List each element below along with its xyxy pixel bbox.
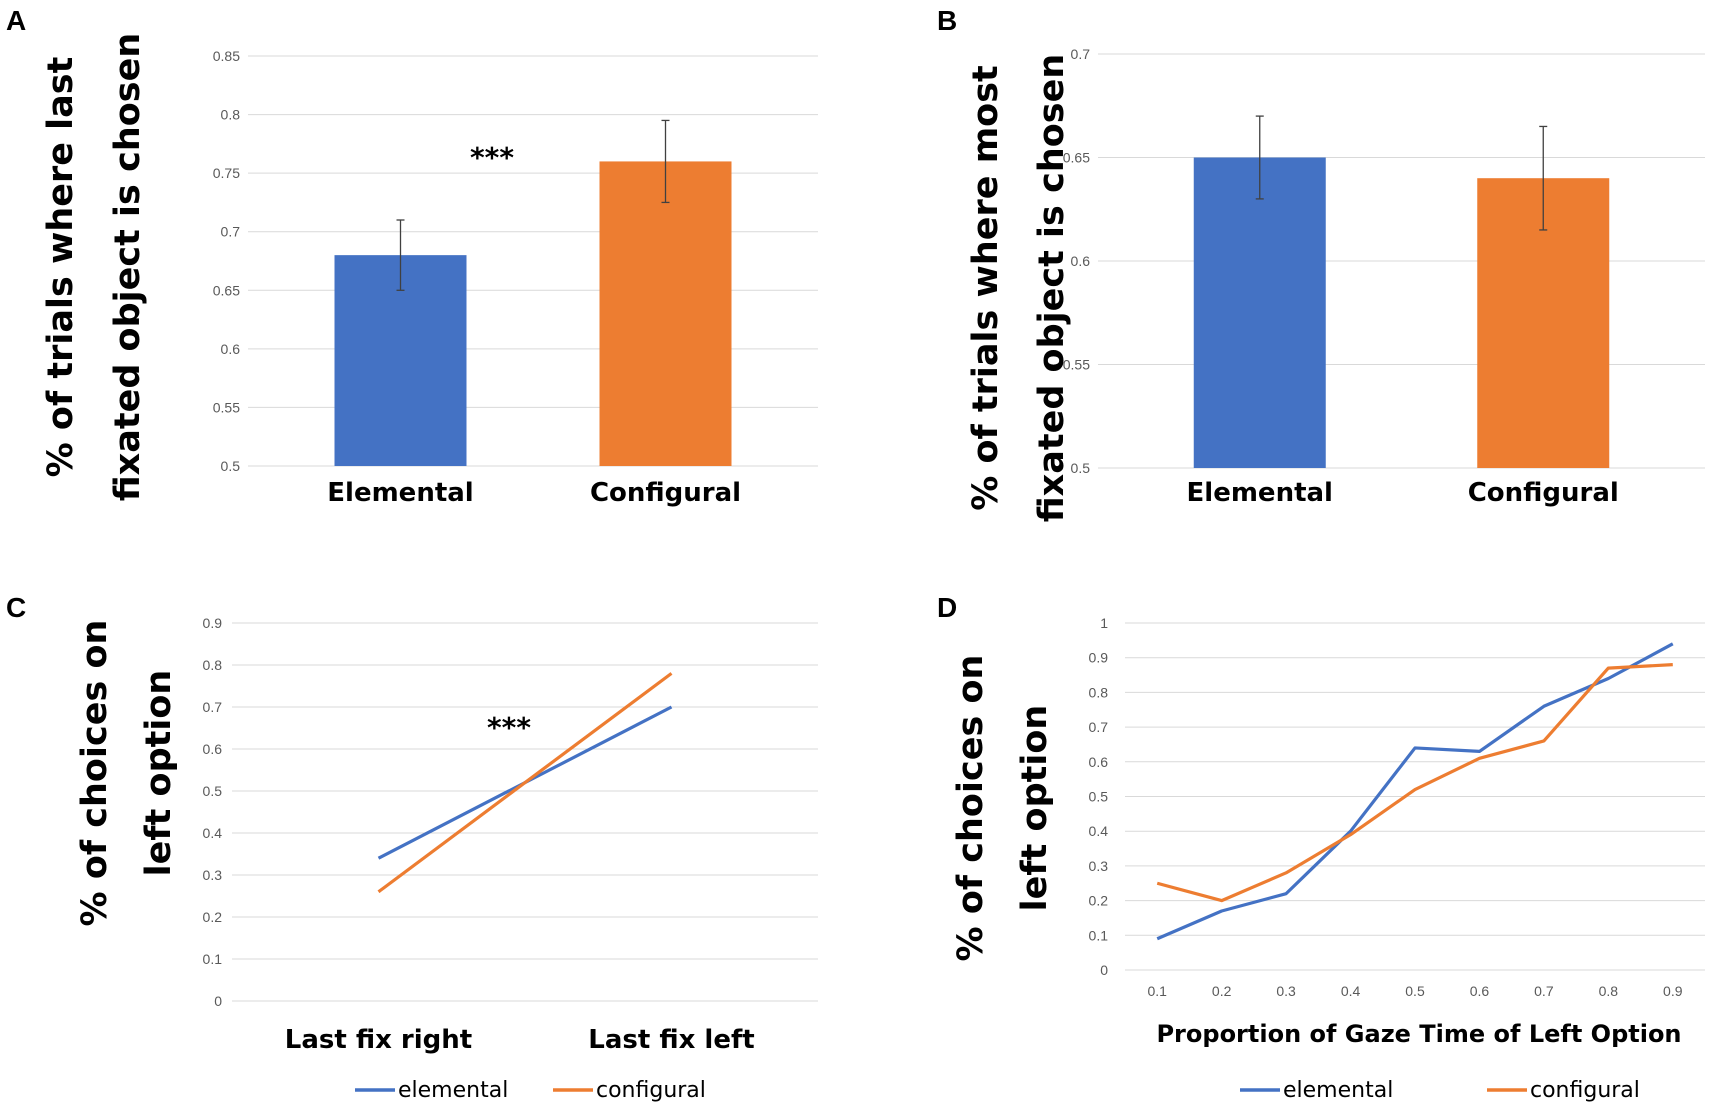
panel-d-category-label: 0.6	[1470, 983, 1490, 999]
panel-b-letter: B	[937, 5, 957, 36]
panel-c-legend-label-elemental: elemental	[398, 1078, 508, 1103]
panel-d-ylabel-line2: left option	[1015, 705, 1055, 912]
panel-d-category-label: 0.1	[1147, 983, 1167, 999]
panel-a-ytick-label: 0.85	[213, 48, 240, 64]
panel-b-ylabel-line1: % of trials where most	[966, 65, 1006, 511]
panel-a-ytick-label: 0.65	[213, 282, 240, 298]
panel-c-ytick-label: 0.2	[203, 909, 223, 925]
panel-b: B % of trials where most fixated object …	[937, 5, 1705, 522]
panel-c-ytick-label: 0.8	[203, 657, 223, 673]
panel-a-plot: 0.5 0.55 0.6 0.65 0.7 0.75 0.8 0.85 Elemental Con…	[213, 48, 818, 508]
panel-d-legend-label-elemental: elemental	[1283, 1078, 1393, 1103]
panel-b-category-label: Configural	[1468, 478, 1619, 508]
panel-b-ytick-label: 0.7	[1071, 46, 1091, 62]
panel-d: D % of choices on left option 0 0.1 0.2 0.3…	[937, 592, 1705, 1103]
panel-c-series-configural	[377, 672, 673, 894]
panel-c-ylabel-line1: % of choices on	[75, 620, 115, 927]
panel-a-category-label: Elemental	[327, 478, 473, 508]
panel-d-ytick-label: 0.1	[1089, 927, 1109, 943]
panel-a-ytick-label: 0.55	[213, 399, 240, 415]
panel-c-ytick-label: 0.6	[203, 741, 223, 757]
panel-d-ytick-label: 0.4	[1089, 823, 1109, 839]
panel-a-ytick-label: 0.6	[221, 341, 241, 357]
panel-a-ylabel-line1: % of trials where last	[41, 57, 81, 478]
panel-b-ytick-label: 0.65	[1063, 150, 1090, 166]
panel-d-series-configural	[1156, 663, 1673, 903]
panel-c-ytick-label: 0	[214, 993, 222, 1009]
panel-d-category-label: 0.5	[1405, 983, 1425, 999]
panel-c-plot: 0 0.1 0.2 0.3 0.4 0.5 0.6 0.7 0.8 0.9 Last fix rig…	[203, 615, 818, 1103]
panel-a-ylabel-line2: fixated object is chosen	[108, 33, 148, 502]
panel-d-category-label: 0.3	[1276, 983, 1296, 999]
panel-a: A % of trials where last fixated object …	[6, 5, 818, 508]
panel-b-ytick-label: 0.6	[1071, 253, 1091, 269]
panel-b-ytick-label: 0.5	[1071, 460, 1091, 476]
panel-d-letter: D	[937, 592, 957, 623]
panel-d-series-elemental	[1156, 642, 1674, 941]
panel-b-plot: 0.5 0.55 0.6 0.65 0.7 Elemental Configural	[1063, 46, 1705, 508]
panel-d-ytick-label: 0.8	[1089, 684, 1109, 700]
panel-c: C % of choices on left option 0 0.1 0.2 0.3…	[6, 592, 818, 1103]
panel-d-legend-label-configural: configural	[1530, 1078, 1640, 1103]
panel-c-category-label: Last fix left	[588, 1025, 754, 1055]
panel-d-ytick-label: 0.6	[1089, 754, 1109, 770]
panel-c-ytick-label: 0.9	[203, 615, 223, 631]
panel-b-category-label: Elemental	[1187, 478, 1333, 508]
panel-a-category-label: Configural	[590, 478, 741, 508]
panel-c-legend-label-configural: configural	[596, 1078, 706, 1103]
panel-b-ytick-label: 0.55	[1063, 357, 1090, 373]
panel-c-ylabel-line2: left option	[139, 670, 179, 877]
panel-d-category-label: 0.7	[1534, 983, 1554, 999]
panel-d-category-label: 0.4	[1341, 983, 1361, 999]
panel-a-ytick-label: 0.5	[221, 458, 241, 474]
panel-a-letter: A	[6, 5, 26, 36]
panel-d-ytick-label: 1	[1100, 615, 1108, 631]
panel-d-category-label: 0.9	[1663, 983, 1683, 999]
panel-a-ytick-label: 0.75	[213, 165, 240, 181]
panel-d-category-label: 0.2	[1212, 983, 1232, 999]
panel-b-ylabel-line2: fixated object is chosen	[1032, 54, 1072, 523]
panel-d-ylabel-line1: % of choices on	[951, 655, 991, 962]
panel-b-bar-elemental	[1193, 157, 1326, 468]
panel-a-ytick-label: 0.8	[221, 107, 241, 123]
panel-d-ytick-label: 0.3	[1089, 858, 1109, 874]
panel-c-significance-marker: ***	[487, 711, 531, 744]
panel-c-ytick-label: 0.3	[203, 867, 223, 883]
panel-d-ytick-label: 0.2	[1089, 893, 1109, 909]
panel-c-ytick-label: 0.5	[203, 783, 223, 799]
panel-d-ytick-label: 0.7	[1089, 719, 1109, 735]
panel-a-ytick-label: 0.7	[221, 224, 241, 240]
panel-a-significance-marker: ***	[470, 141, 514, 174]
panel-c-ytick-label: 0.4	[203, 825, 223, 841]
panel-d-ytick-label: 0.9	[1089, 650, 1109, 666]
panel-c-letter: C	[6, 592, 26, 623]
panel-d-ytick-label: 0	[1100, 962, 1108, 978]
panel-d-plot: 0 0.1 0.2 0.3 0.4 0.5 0.6 0.7 0.8 0.9 1 0.1 0.2 0.3 0.…	[1089, 615, 1705, 1103]
panel-d-category-label: 0.8	[1599, 983, 1619, 999]
panel-c-ytick-label: 0.7	[203, 699, 223, 715]
panel-c-ytick-label: 0.1	[203, 951, 223, 967]
panel-a-bar-configural	[599, 161, 732, 466]
panel-d-xaxis-title: Proportion of Gaze Time of Left Option	[1156, 1020, 1681, 1048]
panel-d-ytick-label: 0.5	[1089, 789, 1109, 805]
panel-c-category-label: Last fix right	[285, 1025, 472, 1055]
